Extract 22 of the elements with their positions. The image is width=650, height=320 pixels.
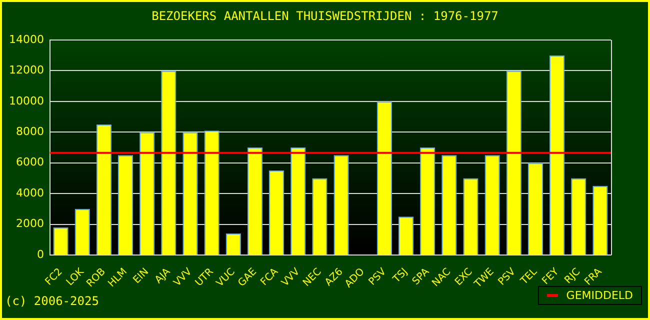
y-tick-label: 0 xyxy=(37,248,44,261)
x-tick-label: AJA xyxy=(153,266,173,286)
x-tick-label: FC2 xyxy=(43,266,65,288)
x-tick-label: EIN xyxy=(131,266,152,286)
x-tick-label: SPA xyxy=(410,266,432,288)
legend-label: GEMIDDELD xyxy=(566,289,633,302)
y-tick-label: 6000 xyxy=(16,156,44,169)
text: (c) 2006-2025 xyxy=(5,294,99,308)
y-tick-label: 12000 xyxy=(9,64,44,77)
x-tick-label: TSJ xyxy=(390,266,410,286)
y-tick-label: 10000 xyxy=(9,94,44,108)
x-tick-label: UTR xyxy=(194,266,216,289)
y-tick-label: 2000 xyxy=(16,217,44,230)
x-tick-label: TEL xyxy=(518,266,540,288)
chart-title: BEZOEKERS AANTALLEN THUISWEDSTRIJDEN : 1976-1977 xyxy=(152,9,498,24)
y-tick-label: 14000 xyxy=(9,32,44,46)
x-tick-label: FCA xyxy=(258,266,281,288)
x-tick-label: FEY xyxy=(540,266,562,288)
y-tick-label: 4000 xyxy=(16,186,44,200)
x-tick-label: FRA xyxy=(582,266,604,288)
x-tick-label: RJC xyxy=(562,266,583,286)
y-tick-label: 8000 xyxy=(16,125,44,138)
